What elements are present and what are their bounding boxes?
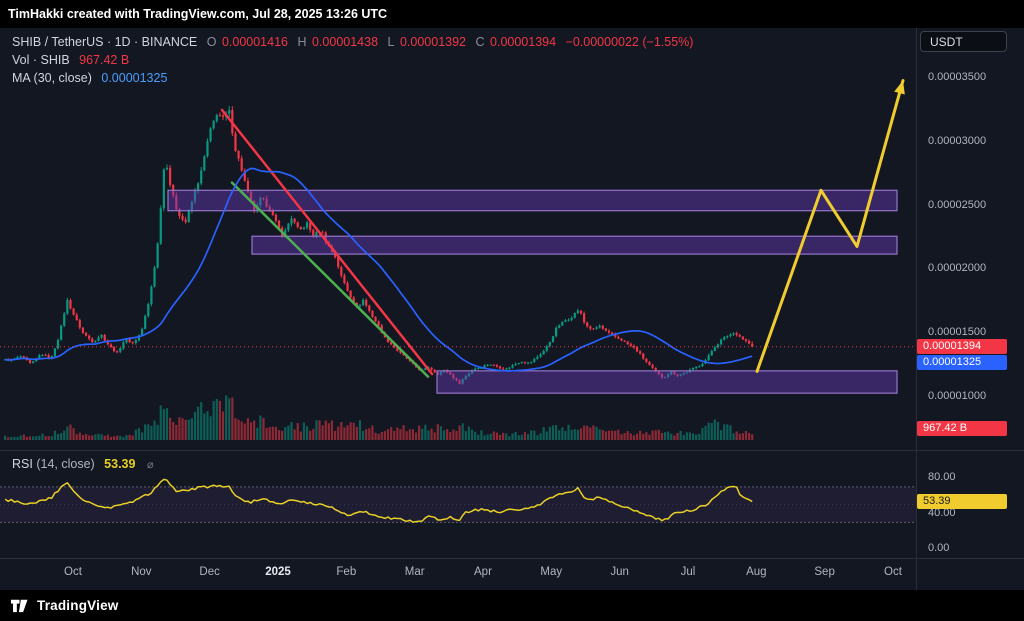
time-axis[interactable]: Oct Nov Dec 2025 Feb Mar Apr May Jun Jul Aug Sep Oct [0, 558, 916, 590]
time-axis-label: Dec [199, 566, 220, 578]
rsi-pane [0, 478, 916, 523]
last-price-badge: 0.00001394 [917, 339, 1007, 355]
time-axis-label: May [540, 566, 563, 578]
symbol-title[interactable]: SHIB / TetherUS · 1D · BINANCE [12, 35, 198, 49]
ma-legend-row: MA (30, close) 0.00001325 [12, 69, 695, 87]
ohlc-open-value: 0.00001416 [221, 35, 288, 49]
ohlc-high-value: 0.00001438 [312, 35, 379, 49]
symbol-legend-row: SHIB / TetherUS · 1D · BINANCE O 0.00001… [12, 33, 695, 51]
ma-line [4, 167, 753, 372]
price-axis-label: 0.00003000 [928, 134, 987, 147]
time-axis-label: Aug [746, 566, 767, 578]
time-axis-label: Mar [404, 566, 425, 578]
price-axis-separator [916, 28, 917, 590]
attribution-text: TimHakki created with TradingView.com, J… [8, 7, 388, 21]
ohlc-low-value: 0.00001392 [399, 35, 467, 49]
rsi-indicator-title[interactable]: RSI (14, close) [12, 457, 95, 471]
attribution-bar: TimHakki created with TradingView.com, J… [0, 0, 1024, 28]
ohlc-close-label: C [475, 35, 485, 49]
pane-separator-main-rsi[interactable] [0, 450, 1024, 451]
time-axis-label: 2025 [265, 566, 291, 578]
ohlc-open-label: O [206, 35, 217, 49]
volume-indicator-value: 967.42 B [79, 53, 130, 67]
ma-value-badge: 0.00001325 [917, 355, 1007, 371]
price-axis-label: 0.00001500 [928, 326, 987, 339]
footer-bar: TradingView [0, 590, 1024, 621]
ohlc-high-label: H [297, 35, 307, 49]
volume-value-badge: 967.42 B [917, 421, 1007, 436]
time-axis-label: Jun [610, 566, 629, 578]
time-axis-label: Jul [680, 566, 696, 578]
price-axis-label: 0.00003500 [928, 71, 987, 83]
rsi-indicator-value: 53.39 [104, 457, 136, 471]
price-axis-label: 0.00002500 [928, 198, 987, 211]
currency-toggle-label: USDT [930, 34, 963, 49]
rsi-legend-row: RSI (14, close) 53.39 ⌀ [12, 457, 154, 471]
ohlc-close-value: 0.00001394 [490, 35, 557, 49]
time-axis-label: Oct [64, 566, 82, 578]
time-axis-label: Apr [474, 566, 492, 578]
volume-bars [4, 395, 754, 440]
ohlc-change-value: −0.00000022 (−1.55%) [565, 35, 694, 49]
time-axis-label: Sep [814, 566, 835, 578]
ohlc-low-label: L [387, 35, 395, 49]
projection-path [755, 79, 905, 373]
volume-legend-row: Vol · SHIB 967.42 B [12, 51, 695, 69]
currency-toggle-button[interactable]: USDT [920, 31, 1007, 52]
time-axis-label: Oct [884, 566, 902, 578]
tradingview-logo-icon[interactable] [10, 596, 29, 615]
time-axis-label: Feb [336, 566, 357, 578]
tradingview-brand-text[interactable]: TradingView [37, 598, 119, 613]
trend-lines [220, 108, 434, 378]
supply-demand-zones [167, 189, 898, 394]
chart-legend: SHIB / TetherUS · 1D · BINANCE O 0.00001… [12, 33, 695, 87]
rsi-axis-label: 40.00 [928, 506, 956, 519]
volume-indicator-title[interactable]: Vol · SHIB [12, 53, 70, 67]
rsi-options-icon[interactable]: ⌀ [146, 459, 154, 471]
ma-indicator-value: 0.00001325 [101, 71, 168, 85]
ma-indicator-title[interactable]: MA (30, close) [12, 71, 92, 85]
price-axis-label: 0.00001000 [928, 390, 987, 402]
rsi-axis-label: 0.00 [928, 542, 950, 554]
rsi-value-badge: 53.39 [917, 494, 1007, 510]
time-axis-label: Nov [131, 566, 152, 578]
rsi-axis-label: 80.00 [928, 471, 956, 483]
price-axis-label: 0.00002000 [928, 262, 987, 275]
pane-separator-rsi-time [0, 558, 1024, 559]
